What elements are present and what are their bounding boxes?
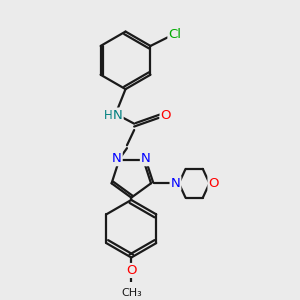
Text: N: N — [112, 152, 122, 165]
Text: O: O — [126, 264, 136, 277]
Text: N: N — [141, 152, 151, 165]
Text: O: O — [160, 109, 171, 122]
Text: O: O — [208, 177, 219, 190]
Text: N: N — [113, 109, 123, 122]
Text: Cl: Cl — [168, 28, 182, 41]
Text: CH₃: CH₃ — [121, 288, 142, 298]
Text: N: N — [171, 177, 180, 190]
Text: H: H — [104, 109, 112, 122]
